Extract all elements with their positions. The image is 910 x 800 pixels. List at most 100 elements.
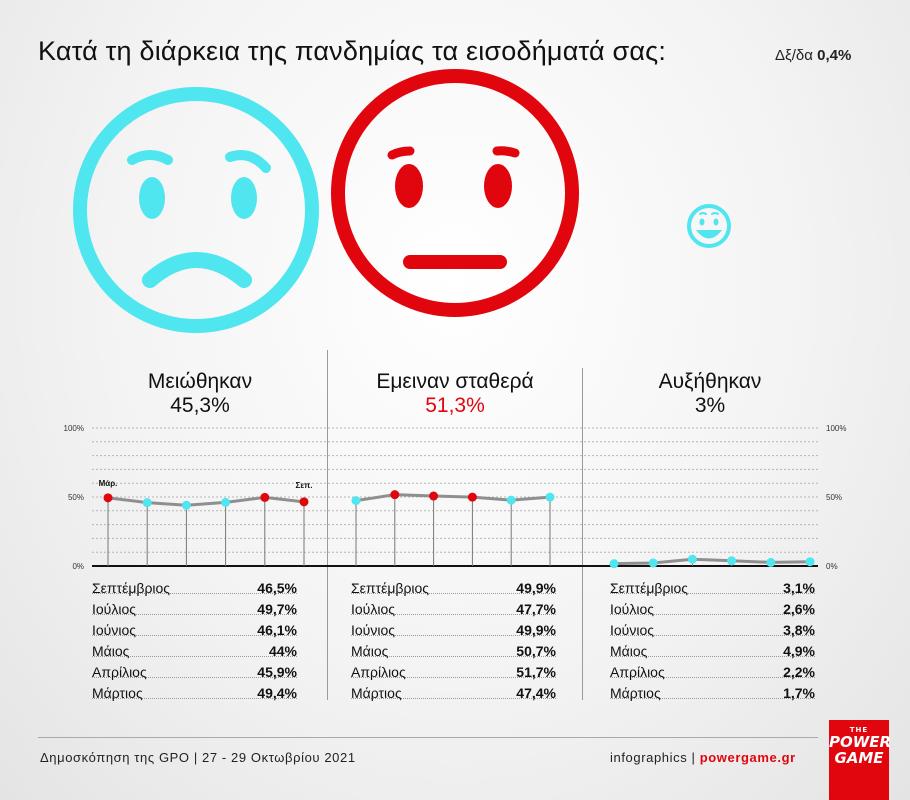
column-value: 45,3% [170, 394, 230, 417]
row-value: 47,7% [516, 601, 556, 617]
data-point [506, 495, 516, 505]
data-point [390, 490, 400, 500]
y-tick-label-left: 50% [68, 493, 84, 502]
column-label: Εμειναν σταθερά [376, 370, 534, 393]
survey-source: Δημοσκόπηση της GPO | 27 - 29 Οκτωβρίου … [40, 750, 356, 765]
row-value: 3,8% [783, 622, 815, 638]
data-point [299, 497, 309, 507]
table-row: Απρίλιος 45,9% [92, 662, 297, 683]
table-row: Μάρτιος 1,7% [610, 683, 815, 704]
powergame-logo: THE POWER GAME [829, 720, 892, 800]
column-header-decreased: Μειώθηκαν 45,3% [80, 370, 320, 418]
site-link[interactable]: powergame.gr [699, 750, 796, 765]
row-value: 49,9% [516, 622, 556, 638]
dkdk-note: Δξ/δα 0,4% [775, 47, 851, 64]
row-value: 49,4% [257, 685, 297, 701]
data-point [609, 559, 619, 569]
row-value: 49,9% [516, 580, 556, 596]
y-tick-label-left: 100% [64, 424, 84, 433]
column-header-stable: Εμειναν σταθερά 51,3% [335, 370, 575, 418]
row-value: 46,5% [257, 580, 297, 596]
column-value: 51,3% [425, 394, 485, 417]
data-point [221, 497, 231, 507]
start-month-label: Μάρ. [99, 479, 118, 488]
table-row: Μάιος 4,9% [610, 641, 815, 662]
row-value: 3,1% [783, 580, 815, 596]
table-row: Μάιος 44% [92, 641, 297, 662]
table-row: Ιούλιος 49,7% [92, 599, 297, 620]
row-value: 46,1% [257, 622, 297, 638]
y-tick-label-right: 50% [826, 493, 842, 502]
row-value: 2,6% [783, 601, 815, 617]
credit-label: infographics | [610, 750, 696, 765]
rows-increased: Σεπτέμβριος 3,1% Ιούλιος 2,6% Ιούνιος 3,8% … [610, 578, 815, 704]
table-row: Σεπτέμβριος 3,1% [610, 578, 815, 599]
row-month: Μάρτιος [610, 685, 661, 701]
series-line [107, 495, 305, 507]
data-point [351, 496, 361, 506]
row-month: Απρίλιος [610, 664, 665, 680]
data-point [260, 492, 270, 502]
y-tick-label-right: 100% [826, 424, 846, 433]
footer-divider [38, 737, 818, 738]
row-month: Ιούνιος [351, 622, 395, 638]
table-row: Ιούλιος 47,7% [351, 599, 556, 620]
data-point [467, 492, 477, 502]
row-value: 49,7% [257, 601, 297, 617]
sad-face-icon [73, 87, 319, 333]
row-month: Ιούλιος [610, 601, 654, 617]
row-value: 2,2% [783, 664, 815, 680]
row-month: Σεπτέμβριος [92, 580, 171, 596]
column-label: Μειώθηκαν [147, 370, 253, 393]
data-point [648, 558, 658, 568]
logo-the: THE [849, 726, 869, 734]
rows-decreased: Σεπτέμβριος 46,5% Ιούλιος 49,7% Ιούνιος 46,… [92, 578, 297, 704]
row-value: 51,7% [516, 664, 556, 680]
data-point [181, 500, 191, 510]
row-value: 4,9% [783, 643, 815, 659]
row-month: Ιούνιος [610, 622, 654, 638]
credit: infographics | powergame.gr [610, 750, 796, 765]
column-value: 3% [694, 394, 726, 417]
y-tick-label-left: 0% [72, 562, 84, 571]
data-point [429, 491, 439, 501]
column-header-increased: Αυξήθηκαν 3% [590, 370, 830, 418]
table-row: Απρίλιος 51,7% [351, 662, 556, 683]
row-month: Ιούλιος [351, 601, 395, 617]
row-month: Μάιος [92, 643, 130, 659]
data-point [103, 493, 113, 503]
row-value: 45,9% [257, 664, 297, 680]
rows-stable: Σεπτέμβριος 49,9% Ιούλιος 47,7% Ιούνιος 49,… [351, 578, 556, 704]
table-row: Μάρτιος 49,4% [92, 683, 297, 704]
row-month: Σεπτέμβριος [610, 580, 689, 596]
row-value: 47,4% [516, 685, 556, 701]
series-line [613, 557, 811, 566]
table-row: Μάιος 50,7% [351, 641, 556, 662]
dkdk-label: Δξ/δα [775, 47, 813, 64]
row-value: 44% [268, 643, 297, 659]
row-month: Απρίλιος [92, 664, 147, 680]
data-point [142, 498, 152, 508]
logo-power: POWER [829, 733, 892, 751]
row-month: Απρίλιος [351, 664, 406, 680]
neutral-face-icon [331, 69, 579, 317]
table-row: Σεπτέμβριος 46,5% [92, 578, 297, 599]
column-divider [327, 350, 328, 700]
row-month: Μάιος [351, 643, 389, 659]
row-month: Μάρτιος [351, 685, 402, 701]
series-line [355, 493, 551, 503]
data-point [805, 557, 815, 567]
data-point [687, 554, 697, 564]
table-row: Απρίλιος 2,2% [610, 662, 815, 683]
row-month: Μάρτιος [92, 685, 143, 701]
column-divider [582, 368, 583, 700]
data-point [727, 556, 737, 566]
faces [73, 69, 731, 333]
table-row: Μάρτιος 47,4% [351, 683, 556, 704]
row-month: Ιούνιος [92, 622, 136, 638]
happy-face-icon [687, 204, 731, 248]
row-value: 1,7% [783, 685, 815, 701]
table-row: Ιούλιος 2,6% [610, 599, 815, 620]
row-value: 50,7% [516, 643, 556, 659]
table-row: Ιούνιος 46,1% [92, 620, 297, 641]
